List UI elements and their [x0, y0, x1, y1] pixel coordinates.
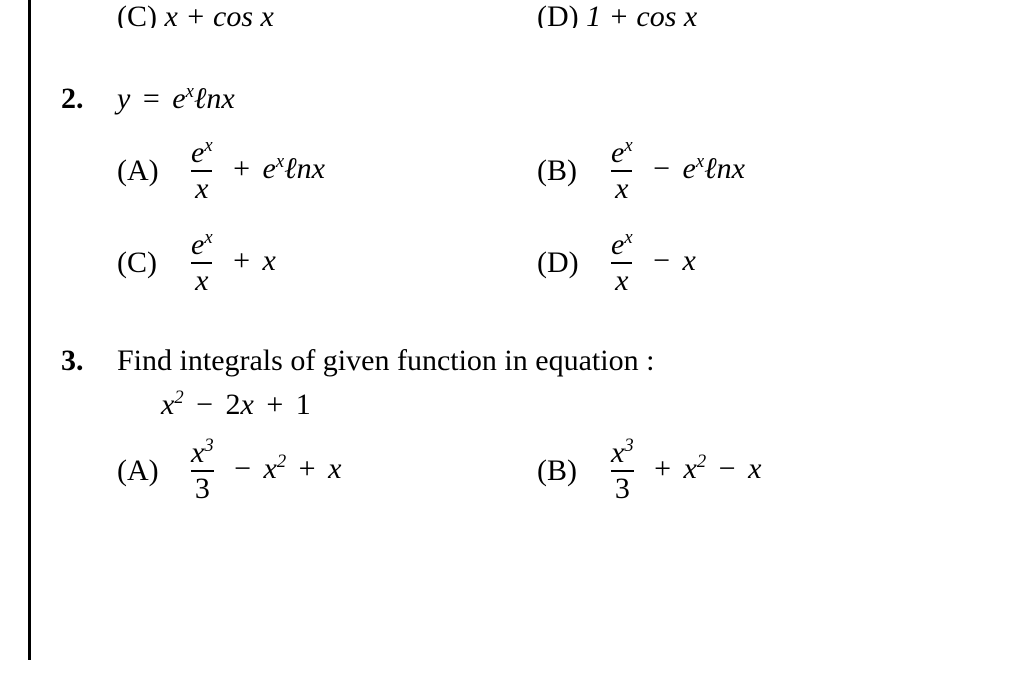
q2-a-den: x [191, 170, 212, 204]
question-3-number: 3. [61, 344, 117, 378]
question-2-body: y = exℓnx (A) ex x + exℓnx [117, 82, 1024, 322]
q3-b-op1: + [654, 452, 671, 485]
q3-a-t2-exp: 2 [277, 451, 286, 472]
q2-c-frac: ex x [187, 230, 217, 296]
q2-b-tail-exp: x [696, 151, 704, 172]
q3-a-t3-x: x [328, 452, 341, 485]
q2-c-tail-x: x [263, 244, 276, 277]
question-2-number: 2. [61, 82, 117, 116]
q2-lhs: y [117, 82, 130, 115]
q3-a-op2: + [299, 452, 316, 485]
q2-a-label: (A) [117, 154, 183, 188]
q2-a-tail-exp: x [276, 151, 284, 172]
q2-d-op: − [653, 244, 670, 277]
cut-off-row: (C) x + cos x (D) 1 + cos x [61, 0, 1024, 28]
q2-c-op: + [233, 244, 250, 277]
q3-b-num-x: x [611, 436, 624, 469]
q2-d-num-e: e [611, 228, 624, 261]
cut-d-math: 1 + cos x [586, 0, 697, 28]
q2-a-num-e: e [191, 136, 204, 169]
q2-d-frac: ex x [607, 230, 637, 296]
q3-b-math: x3 3 + x2 − x [603, 438, 761, 504]
q2-d-tail-x: x [683, 244, 696, 277]
q2-e-exp: x [186, 81, 194, 102]
q3-2x-x: x [241, 388, 254, 421]
q3-b-den: 3 [611, 470, 634, 504]
q3-b-t2-exp: 2 [697, 451, 706, 472]
q3-a-op1: − [234, 452, 251, 485]
q2-c-math: ex x + x [183, 230, 276, 296]
q2-b-tail-x: x [732, 152, 745, 185]
question-3-options: (A) x3 3 − x2 + x (B) [117, 438, 1024, 530]
q2-c-num-e: e [191, 228, 204, 261]
question-2: 2. y = exℓnx (A) ex x + exℓnx [61, 82, 1024, 322]
q2-a-tail-x: x [312, 152, 325, 185]
q3-b-op2: − [719, 452, 736, 485]
q2-b-frac: ex x [607, 138, 637, 204]
q3-b-label: (B) [537, 454, 603, 488]
q2-c-num-exp: x [204, 227, 212, 248]
q2-b-num-e: e [611, 136, 624, 169]
q2-a-math: ex x + exℓnx [183, 138, 325, 204]
q2-c-den: x [191, 262, 212, 296]
question-3-poly: x2 − 2x + 1 [161, 388, 1024, 422]
q2-ln: ℓn [194, 82, 222, 115]
q2-b-tail-ln: ℓn [704, 152, 732, 185]
q2-b-tail-e: e [683, 152, 696, 185]
q3-a-frac: x3 3 [187, 438, 218, 504]
question-3-stem: Find integrals of given function in equa… [117, 344, 1024, 378]
q3-a-den: 3 [191, 470, 214, 504]
q2-e: e [172, 82, 185, 115]
question-3-body: Find integrals of given function in equa… [117, 344, 1024, 530]
q3-a-math: x3 3 − x2 + x [183, 438, 341, 504]
q2-a-frac: ex x [187, 138, 217, 204]
q2-d-label: (D) [537, 246, 603, 280]
q3-b-num-exp: 3 [624, 435, 633, 456]
q3-a-t2-x: x [264, 452, 277, 485]
q2-a-tail-e: e [263, 152, 276, 185]
q2-a-num-exp: x [204, 135, 212, 156]
q2-b-op: − [653, 152, 670, 185]
q3-b-frac: x3 3 [607, 438, 638, 504]
q3-2x-2: 2 [226, 388, 241, 421]
q3-op2: + [266, 388, 283, 421]
q2-a-tail-ln: ℓn [284, 152, 312, 185]
q2-d-den: x [611, 262, 632, 296]
q3-option-a: (A) x3 3 − x2 + x [117, 438, 537, 504]
cut-d-label: (D) [537, 0, 579, 28]
q2-c-label: (C) [117, 246, 183, 280]
q3-a-num-x: x [191, 436, 204, 469]
page: (C) x + cos x (D) 1 + cos x 2. y = exℓnx… [28, 0, 1024, 660]
q2-option-d: (D) ex x − x [537, 230, 957, 296]
q3-x2-exp: 2 [174, 387, 183, 408]
q3-b-t2-x: x [684, 452, 697, 485]
q3-b-t3-x: x [748, 452, 761, 485]
q2-b-den: x [611, 170, 632, 204]
q2-option-b: (B) ex x − exℓnx [537, 138, 957, 204]
q2-d-math: ex x − x [603, 230, 696, 296]
q2-b-num-exp: x [624, 135, 632, 156]
q2-b-math: ex x − exℓnx [603, 138, 745, 204]
q2-eq: = [143, 82, 160, 115]
q2-option-c: (C) ex x + x [117, 230, 537, 296]
q2-b-label: (B) [537, 154, 603, 188]
q2-a-op: + [233, 152, 250, 185]
q2-d-num-exp: x [624, 227, 632, 248]
cut-c-math: x + cos x [165, 0, 274, 28]
cut-option-c: (C) x + cos x [117, 0, 537, 28]
q3-op1: − [196, 388, 213, 421]
q3-a-num-exp: 3 [204, 435, 213, 456]
question-3: 3. Find integrals of given function in e… [61, 344, 1024, 530]
question-2-stem: y = exℓnx [117, 82, 1024, 116]
q2-x: x [221, 82, 234, 115]
question-2-options: (A) ex x + exℓnx (B) ex [117, 138, 1024, 322]
q3-a-label: (A) [117, 454, 183, 488]
cut-option-d: (D) 1 + cos x [537, 0, 697, 28]
q3-1: 1 [296, 388, 311, 421]
cut-c-label: (C) [117, 0, 157, 28]
q3-x2: x [161, 388, 174, 421]
q2-option-a: (A) ex x + exℓnx [117, 138, 537, 204]
q3-option-b: (B) x3 3 + x2 − x [537, 438, 957, 504]
